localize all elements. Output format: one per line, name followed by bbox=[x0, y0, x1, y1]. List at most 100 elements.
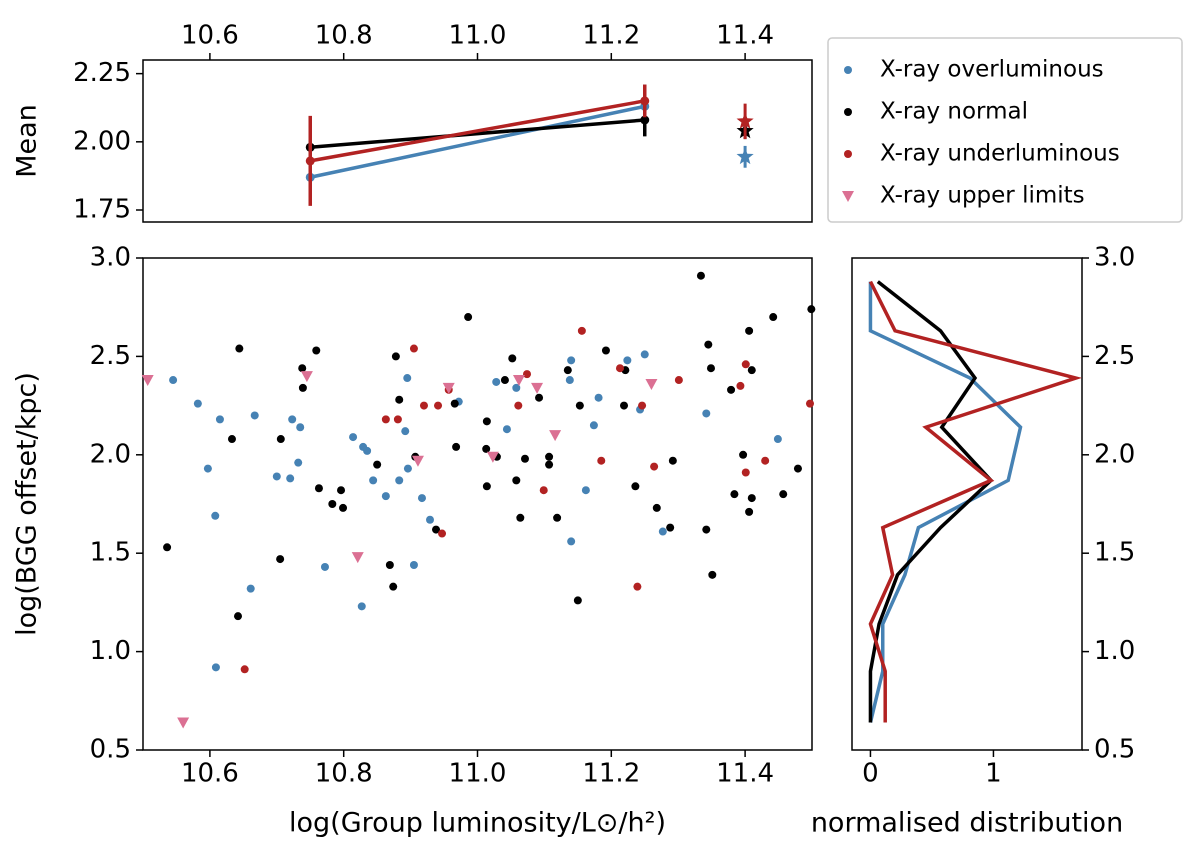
point bbox=[169, 376, 178, 385]
point bbox=[708, 570, 717, 579]
point bbox=[623, 356, 632, 365]
point bbox=[730, 490, 739, 499]
point bbox=[482, 417, 491, 426]
point bbox=[240, 665, 249, 674]
point bbox=[589, 421, 598, 430]
point bbox=[409, 561, 418, 570]
point bbox=[512, 383, 521, 392]
point bbox=[508, 354, 517, 363]
point bbox=[500, 376, 509, 385]
point bbox=[523, 370, 532, 379]
point bbox=[298, 364, 307, 373]
point bbox=[426, 515, 435, 524]
point bbox=[369, 476, 378, 485]
point bbox=[793, 464, 802, 473]
point bbox=[553, 513, 562, 522]
point bbox=[373, 460, 382, 469]
y-axis-label: Mean bbox=[12, 104, 43, 178]
mean-line bbox=[309, 104, 646, 179]
point bbox=[482, 444, 491, 453]
point bbox=[581, 486, 590, 495]
point bbox=[163, 543, 172, 552]
point bbox=[741, 360, 750, 369]
legend-box bbox=[827, 37, 1183, 223]
legend-marker bbox=[844, 108, 852, 116]
legend-label: X-ray normal bbox=[880, 99, 1028, 125]
point bbox=[545, 460, 554, 469]
point bbox=[620, 401, 629, 410]
point bbox=[286, 474, 295, 483]
point bbox=[411, 455, 424, 467]
x-tick-label: 11.2 bbox=[582, 21, 640, 51]
point bbox=[486, 451, 499, 463]
x-tick-label: 0 bbox=[862, 759, 879, 789]
point bbox=[320, 562, 329, 571]
legend-marker bbox=[842, 191, 854, 202]
point bbox=[235, 344, 244, 353]
point bbox=[328, 500, 337, 508]
point bbox=[773, 435, 782, 444]
point bbox=[615, 364, 624, 373]
x-axis-label: normalised distribution bbox=[811, 808, 1123, 839]
point bbox=[403, 464, 412, 473]
point bbox=[417, 494, 426, 503]
point bbox=[442, 382, 455, 394]
mean-line bbox=[309, 99, 646, 163]
point bbox=[658, 527, 667, 536]
y-tick-label: 2.0 bbox=[1094, 439, 1135, 469]
point bbox=[288, 415, 297, 424]
point bbox=[314, 484, 323, 493]
point bbox=[650, 462, 659, 471]
point bbox=[747, 494, 756, 503]
point bbox=[395, 395, 404, 404]
point bbox=[203, 464, 212, 473]
point bbox=[549, 430, 562, 442]
point bbox=[652, 503, 661, 512]
point bbox=[531, 382, 544, 394]
point bbox=[645, 378, 658, 390]
y-tick-label: 0.5 bbox=[90, 735, 131, 765]
point bbox=[666, 523, 675, 532]
point bbox=[601, 346, 610, 355]
x-tick-label: 10.6 bbox=[181, 759, 239, 789]
point bbox=[745, 507, 754, 516]
y-tick-label: 0.5 bbox=[1094, 735, 1135, 765]
point bbox=[357, 602, 366, 611]
distribution-line bbox=[868, 280, 1083, 723]
point bbox=[401, 427, 410, 436]
y-tick-label: 2.5 bbox=[90, 341, 131, 371]
point bbox=[385, 561, 394, 570]
point bbox=[438, 529, 447, 538]
x-tick-label: 11.0 bbox=[449, 759, 507, 789]
point bbox=[502, 425, 511, 434]
point bbox=[211, 511, 220, 520]
point bbox=[450, 399, 459, 408]
point bbox=[492, 377, 501, 386]
overall-star bbox=[736, 147, 754, 165]
y-tick-label: 1.0 bbox=[1094, 636, 1135, 666]
point bbox=[594, 393, 603, 402]
point bbox=[545, 452, 554, 461]
point bbox=[761, 456, 770, 465]
point bbox=[805, 399, 814, 408]
x-tick-label: 11.4 bbox=[716, 759, 774, 789]
point bbox=[349, 433, 358, 442]
point bbox=[419, 401, 428, 410]
overall-star bbox=[736, 112, 754, 129]
distribution-line bbox=[868, 280, 994, 723]
point bbox=[745, 326, 754, 335]
point bbox=[514, 401, 523, 410]
y-tick-label: 2.0 bbox=[90, 439, 131, 469]
point bbox=[294, 458, 303, 467]
point bbox=[300, 371, 313, 383]
point bbox=[177, 717, 190, 729]
point bbox=[535, 393, 544, 402]
legend-marker bbox=[844, 150, 852, 158]
point bbox=[276, 435, 285, 444]
point bbox=[409, 344, 418, 353]
plot-frame bbox=[142, 257, 813, 751]
mean-line bbox=[310, 118, 645, 150]
point bbox=[482, 482, 491, 491]
point bbox=[211, 663, 220, 672]
